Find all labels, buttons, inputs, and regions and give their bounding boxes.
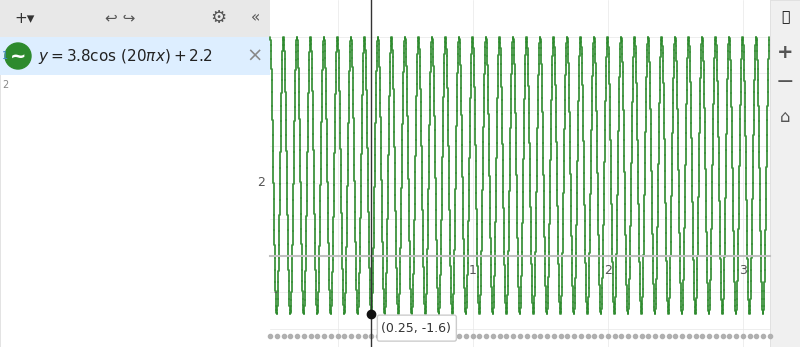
Text: ~: ~ — [10, 46, 26, 66]
Text: 2: 2 — [604, 264, 612, 277]
Text: ↩ ↪: ↩ ↪ — [105, 10, 135, 25]
Text: +▾: +▾ — [15, 10, 35, 25]
FancyBboxPatch shape — [0, 37, 270, 75]
FancyBboxPatch shape — [0, 37, 270, 347]
FancyBboxPatch shape — [270, 0, 770, 347]
Text: −: − — [776, 72, 794, 92]
Text: ×: × — [247, 46, 263, 66]
Text: -: - — [273, 287, 277, 297]
Text: «: « — [250, 10, 260, 25]
FancyBboxPatch shape — [378, 315, 456, 341]
FancyBboxPatch shape — [0, 0, 770, 37]
Text: 1: 1 — [469, 264, 477, 277]
Text: $y = 3.8\cos\,(20\pi x) + 2.2$: $y = 3.8\cos\,(20\pi x) + 2.2$ — [38, 46, 213, 66]
Text: +: + — [777, 42, 794, 61]
Text: (0.25, -1.6): (0.25, -1.6) — [382, 322, 451, 335]
Circle shape — [5, 43, 31, 69]
Text: ⚙: ⚙ — [210, 9, 226, 27]
Text: 2: 2 — [257, 176, 265, 189]
Text: 3: 3 — [739, 264, 747, 277]
Text: 1: 1 — [2, 51, 8, 61]
Text: 2: 2 — [2, 80, 8, 90]
Text: ⌂: ⌂ — [780, 108, 790, 126]
Text: 🔧: 🔧 — [781, 10, 789, 24]
FancyBboxPatch shape — [770, 0, 800, 347]
